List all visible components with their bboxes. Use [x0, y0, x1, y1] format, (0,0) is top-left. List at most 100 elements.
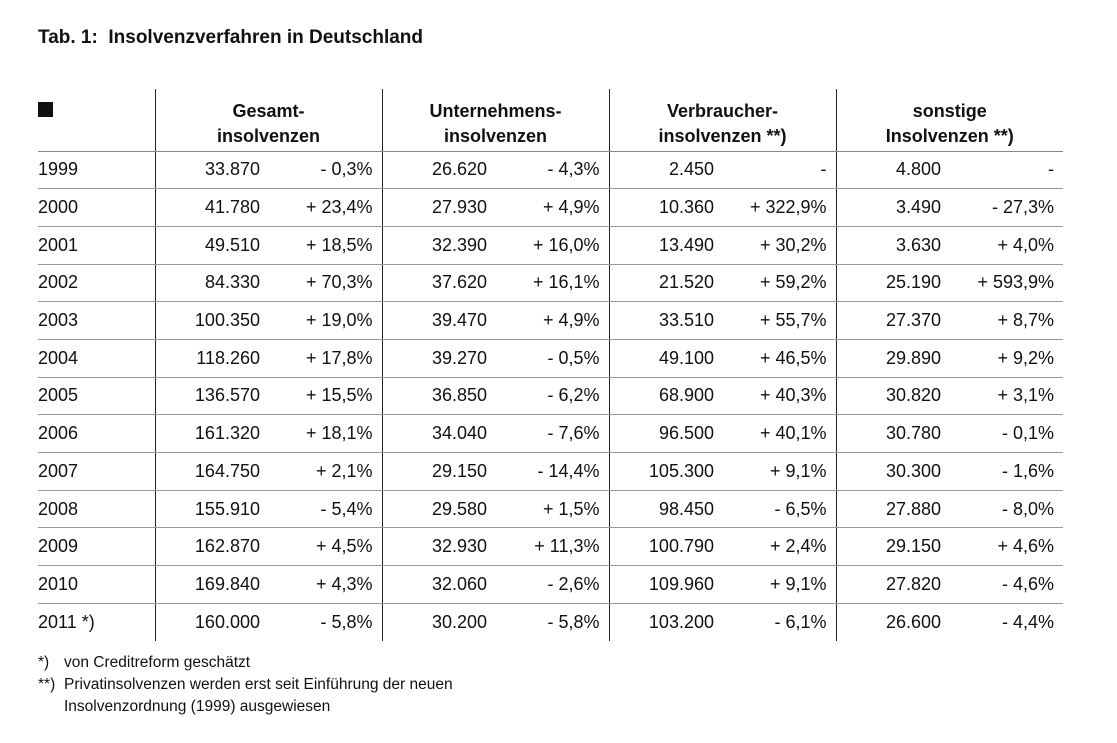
count-cell: 164.750 [154, 452, 265, 491]
change-cell: - 6,1% [774, 611, 827, 632]
footnote-line: *) von Creditreform geschätzt [38, 652, 453, 674]
count-cell: 26.620 [381, 151, 492, 190]
change-cell: - 0,5% [492, 339, 609, 378]
year-cell: 2010 [38, 565, 155, 604]
change-cell: + 4,9% [492, 301, 609, 340]
change-cell: - [719, 151, 836, 190]
table-row: 2011 *) 160.000 - 5,8% 30.200 - 5,8% 103.200 -… [38, 603, 1063, 641]
table-title: Tab. 1: Insolvenzverfahren in Deutschlan… [38, 27, 424, 48]
change-cell: + 19,0% [265, 301, 382, 340]
change-cell: - 5,4% [265, 490, 382, 529]
change-cell: + 9,1% [719, 565, 836, 604]
change-cell: + 3,1% [946, 377, 1063, 416]
count-cell: 26.600 [835, 603, 946, 641]
count-cell: 32.390 [381, 226, 492, 265]
header-line: Gesamt- [232, 101, 305, 121]
footnote-marker: *) [38, 654, 50, 671]
count-cell: 68.900 [608, 377, 719, 416]
footnote-text: Privatinsolvenzen werden erst seit Einfü… [64, 676, 453, 693]
change-cell: + 4,5% [265, 527, 382, 567]
change-cell: + 30,2% [719, 226, 836, 265]
change-cell: - 27,3% [946, 188, 1063, 227]
count-cell: 96.500 [608, 414, 719, 453]
count-cell: 49.100 [608, 339, 719, 378]
table-row: 2001 49.510 + 18,5% 32.390 + 16,0% 13.490 + 30… [38, 226, 1063, 265]
change-cell: + 40,3% [719, 377, 836, 416]
header-line: sonstige [912, 101, 987, 121]
header-line: insolvenzen [216, 126, 321, 146]
data-table: Gesamt-insolvenzen Unternehmens-insolvenz… [38, 89, 1063, 641]
year-cell: 2007 [38, 452, 155, 491]
count-cell: 25.190 [835, 264, 946, 303]
change-cell: + 1,5% [492, 490, 609, 529]
column-header: Gesamt-insolvenzen [154, 89, 382, 152]
change-cell: - [946, 151, 1063, 190]
count-cell: 33.510 [608, 301, 719, 340]
year-cell: 2003 [38, 301, 155, 340]
change-cell: - 7,6% [492, 414, 609, 453]
header-line: Unternehmens- [429, 101, 562, 121]
header-row: Gesamt-insolvenzen Unternehmens-insolvenz… [38, 89, 1063, 152]
count-cell: 37.620 [381, 264, 492, 303]
change-cell: + 46,5% [719, 339, 836, 378]
count-cell: 39.470 [381, 301, 492, 340]
count-cell: 30.780 [835, 414, 946, 453]
change-cell: + 15,5% [265, 377, 382, 416]
count-cell: 160.000 [154, 603, 265, 641]
count-cell: 84.330 [154, 264, 265, 303]
change-cell: - 5,8% [320, 611, 373, 632]
table-row: 1999 33.870- 0,3% 26.620- 4,3% 2.450-4.800- [38, 151, 1063, 190]
table-row: 2010 169.840 + 4,3% 32.060- 2,6% 109.960 + 9,… [38, 565, 1063, 604]
change-cell: + 17,8% [265, 339, 382, 378]
change-cell: + 4,3% [265, 565, 382, 604]
count-cell: 4.800 [835, 151, 946, 190]
count-cell: 10.360 [608, 188, 719, 227]
change-cell: + 23,4% [265, 188, 382, 227]
table-row: 2009 162.870 + 4,5% 32.930 + 11,3% 100.790 + 2… [38, 527, 1063, 567]
count-cell: 27.930 [381, 188, 492, 227]
footnote-marker: **) [38, 676, 56, 693]
count-cell: 32.930 [381, 527, 492, 567]
count-cell: 162.870 [154, 527, 265, 567]
column-header: sonstige Insolvenzen **) [835, 89, 1063, 152]
count-cell: 30.200 [381, 603, 492, 641]
change-cell: - 1,6% [946, 452, 1063, 491]
count-cell: 32.060 [381, 565, 492, 604]
year-cell: 2011 *) [38, 611, 95, 632]
change-cell: + 9,1% [719, 452, 836, 491]
change-cell: + 70,3% [265, 264, 382, 303]
header-line: Insolvenzen **) [885, 126, 1014, 146]
count-cell: 29.150 [835, 527, 946, 567]
change-cell: - 4,4% [1001, 611, 1054, 632]
count-cell: 155.910 [154, 490, 265, 529]
change-cell: - 0,1% [946, 414, 1063, 453]
count-cell: 27.880 [835, 490, 946, 529]
change-cell: + 18,1% [265, 414, 382, 453]
header-line: insolvenzen **) [658, 126, 787, 146]
change-cell: + 16,0% [492, 226, 609, 265]
year-cell: 2002 [38, 264, 155, 303]
change-cell: - 4,6% [946, 565, 1063, 604]
footnote-text: Insolvenzordnung (1999) ausgewiesen [64, 698, 331, 715]
count-cell: 3.490 [835, 188, 946, 227]
change-cell: + 59,2% [719, 264, 836, 303]
change-cell: + 9,2% [946, 339, 1063, 378]
change-cell: + 4,6% [946, 527, 1063, 567]
table-row: 2000 41.780 + 23,4% 27.930 + 4,9% 10.360 + 322… [38, 188, 1063, 227]
count-cell: 34.040 [381, 414, 492, 453]
change-cell: + 4,0% [946, 226, 1063, 265]
count-cell: 109.960 [608, 565, 719, 604]
count-cell: 27.820 [835, 565, 946, 604]
footnotes: *) von Creditreform geschätzt **) Privatins… [38, 652, 453, 718]
count-cell: 100.350 [154, 301, 265, 340]
count-cell: 41.780 [154, 188, 265, 227]
table-row: 2003 100.350 + 19,0% 39.470 + 4,9% 33.510 + 55… [38, 301, 1063, 340]
change-cell: + 40,1% [719, 414, 836, 453]
count-cell: 29.890 [835, 339, 946, 378]
column-header: Unternehmens-insolvenzen [381, 89, 609, 152]
header-corner [38, 89, 155, 152]
change-cell: + 2,4% [719, 527, 836, 567]
count-cell: 103.200 [608, 603, 719, 641]
count-cell: 118.260 [154, 339, 265, 378]
change-cell: + 593,9% [946, 264, 1063, 303]
